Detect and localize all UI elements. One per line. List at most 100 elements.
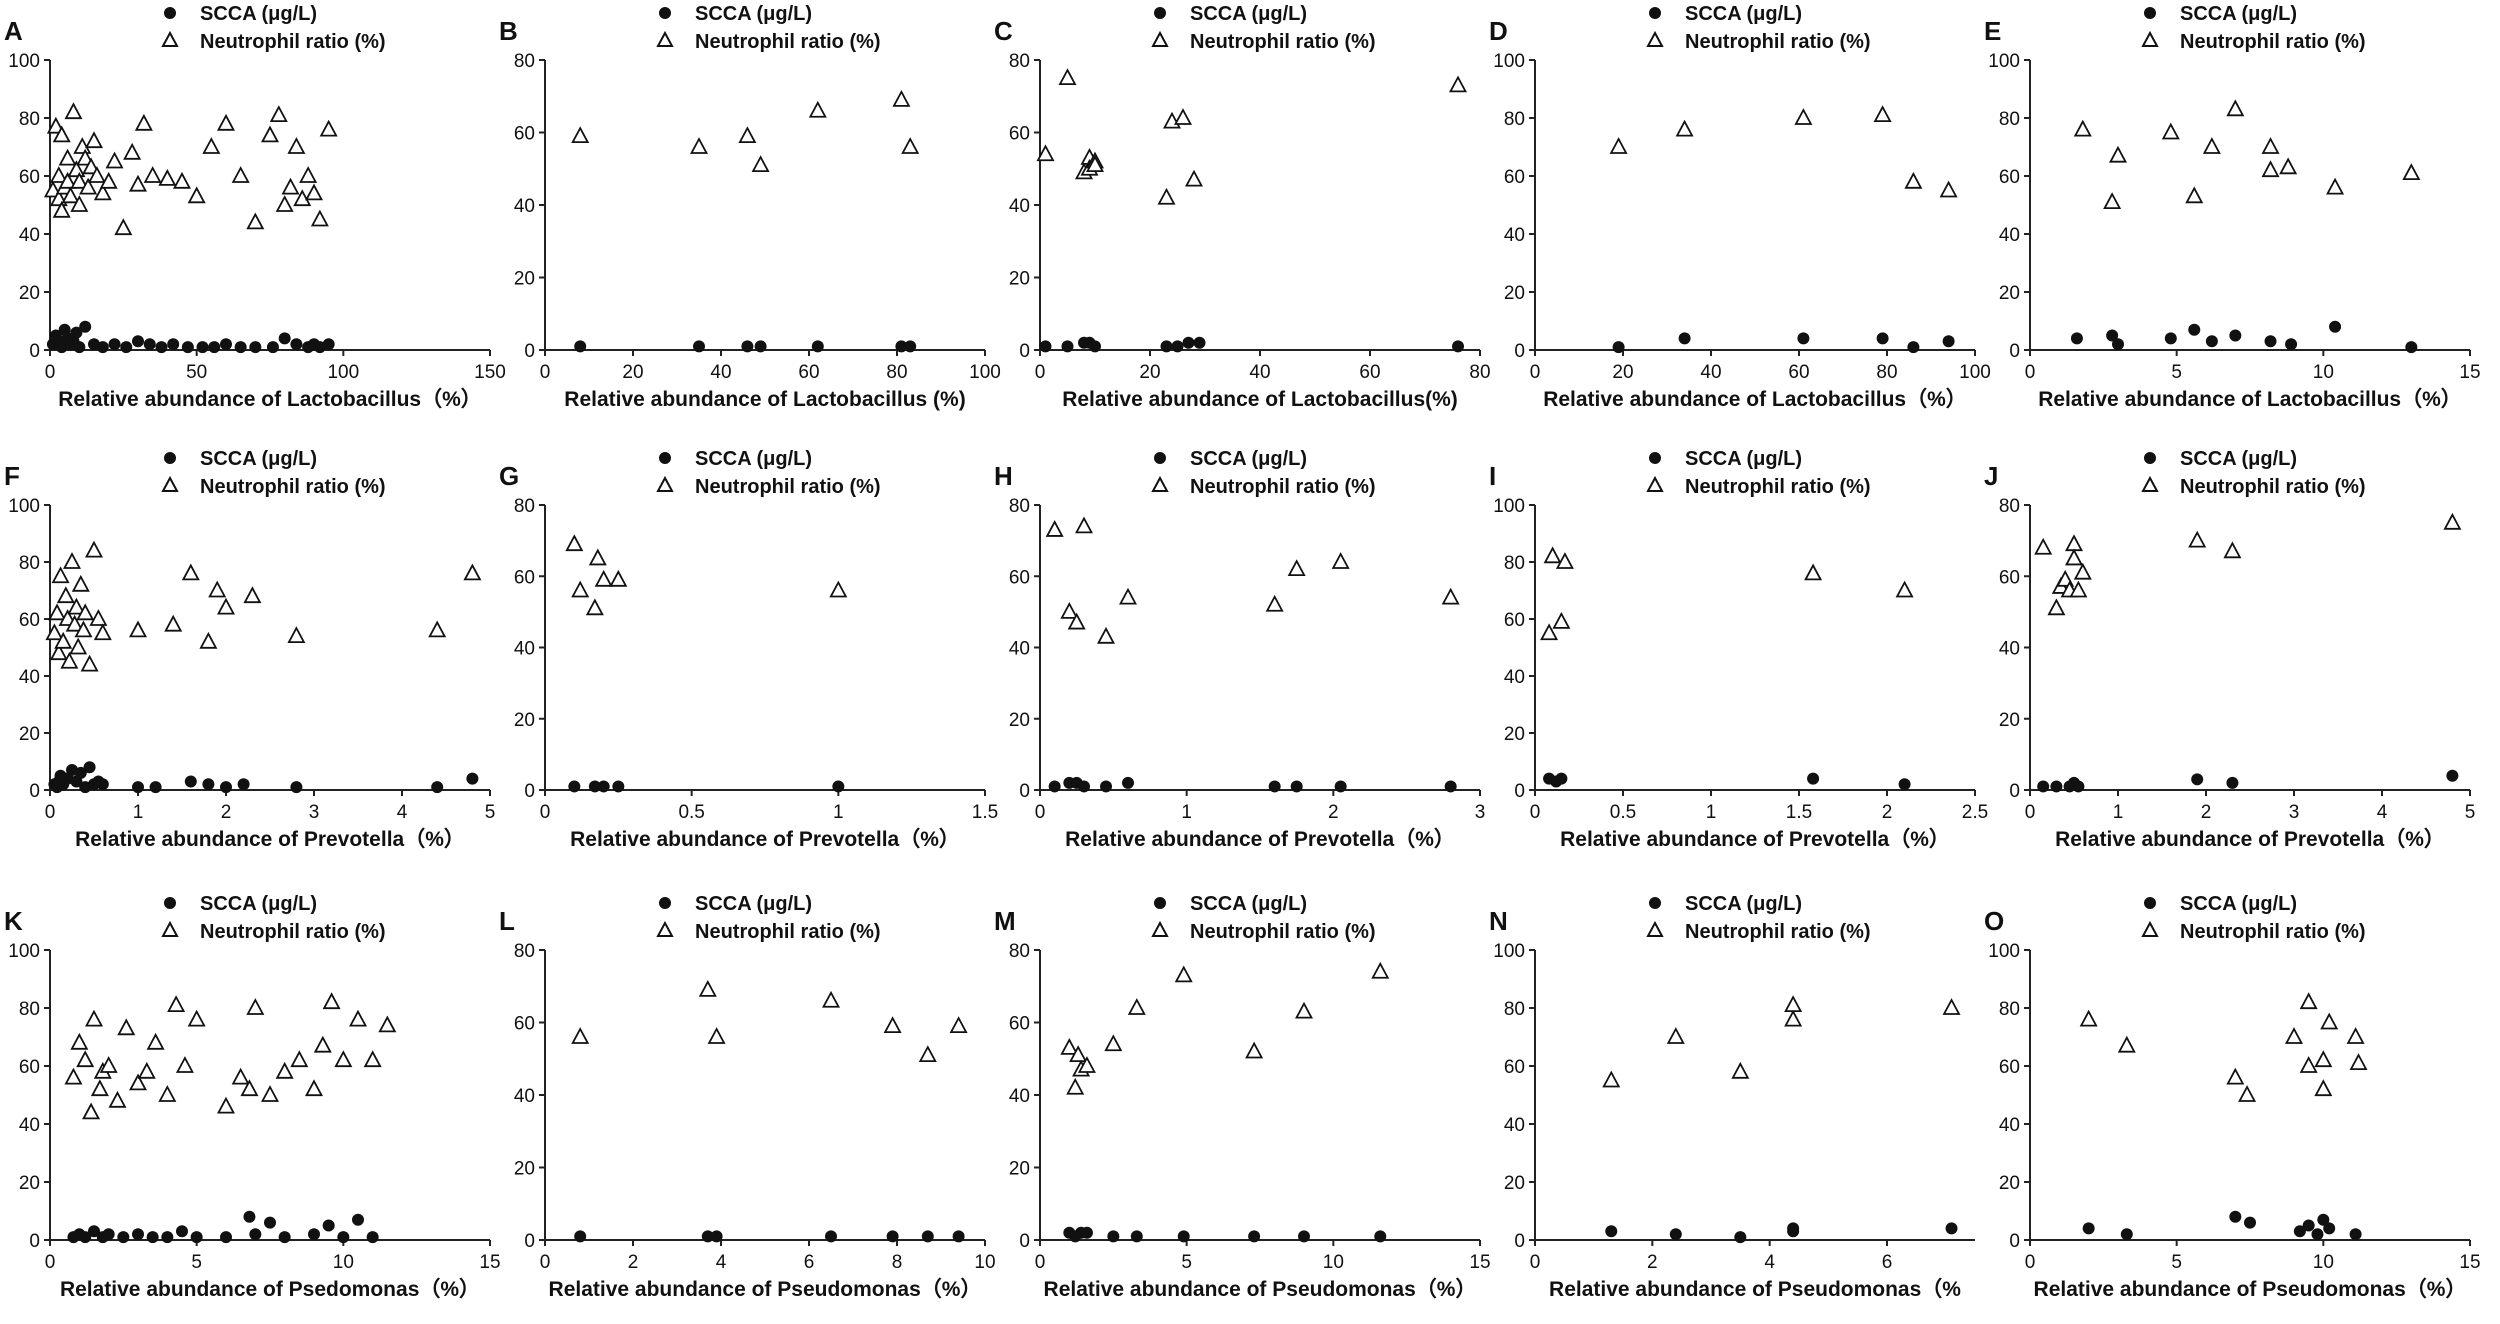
scca-point xyxy=(612,780,625,793)
legend-scca-marker xyxy=(2144,452,2156,464)
neutrophil-point xyxy=(146,1032,165,1050)
neutrophil-point xyxy=(2238,1085,2257,1102)
neutrophil-point xyxy=(79,177,98,195)
neutrophil-point xyxy=(2326,177,2345,195)
x-tick-label: 150 xyxy=(474,362,506,383)
scca-point xyxy=(176,1225,188,1238)
neutrophil-point xyxy=(84,540,104,558)
neutrophil-point xyxy=(70,1032,89,1050)
y-tick-label: 20 xyxy=(1504,1173,1525,1194)
neutrophil-point xyxy=(2284,1027,2304,1044)
legend-neutrophil-marker xyxy=(656,920,674,937)
neutrophil-point xyxy=(1127,998,1146,1015)
neutrophil-point xyxy=(128,174,148,192)
neutrophil-point xyxy=(158,1085,177,1102)
panel-letter: N xyxy=(1489,906,1508,936)
scca-point xyxy=(79,320,92,333)
neutrophil-point xyxy=(304,183,324,201)
y-tick-label: 0 xyxy=(29,341,40,362)
legend-scca-label: SCCA (μg/L) xyxy=(695,893,812,915)
panel-letter: B xyxy=(499,16,518,46)
neutrophil-point xyxy=(52,200,71,218)
scca-point xyxy=(825,1230,837,1243)
panel-letter: G xyxy=(499,461,519,491)
neutrophil-point xyxy=(293,189,312,207)
scca-point xyxy=(132,335,144,348)
y-tick-label: 60 xyxy=(514,567,535,588)
neutrophil-point xyxy=(334,1050,353,1068)
scca-point xyxy=(1945,1222,1958,1235)
neutrophil-point xyxy=(260,125,280,143)
scca-point xyxy=(220,781,232,794)
legend-scca-marker xyxy=(164,897,176,909)
legend-scca-label: SCCA (μg/L) xyxy=(1190,448,1307,470)
legend-neutrophil-marker xyxy=(2141,475,2159,492)
neutrophil-point xyxy=(246,998,265,1015)
neutrophil-point xyxy=(62,552,82,569)
scca-point xyxy=(1298,1230,1310,1243)
scca-point xyxy=(1452,340,1464,353)
neutrophil-point xyxy=(216,113,236,131)
legend-scca-marker xyxy=(659,897,671,909)
scca-point xyxy=(1177,1230,1190,1243)
neutrophil-point xyxy=(1174,965,1193,983)
x-tick-label: 40 xyxy=(710,362,731,383)
neutrophil-point xyxy=(105,151,124,169)
x-tick-label: 5 xyxy=(1181,1252,1192,1273)
legend-neutrophil-marker xyxy=(1151,30,1169,47)
panel-letter: H xyxy=(994,461,1013,491)
scca-point xyxy=(167,338,180,351)
scca-point xyxy=(1907,341,1920,354)
scca-point xyxy=(1290,780,1303,793)
x-tick-label: 3 xyxy=(2289,802,2300,823)
scca-point xyxy=(2264,335,2277,348)
legend-scca-label: SCCA (μg/L) xyxy=(2180,893,2297,915)
neutrophil-point xyxy=(65,614,84,632)
scca-point xyxy=(1787,1222,1800,1235)
neutrophil-point xyxy=(269,105,288,122)
legend-scca-label: SCCA (μg/L) xyxy=(1685,3,1802,25)
legend-neutrophil-marker xyxy=(1151,475,1169,492)
neutrophil-point xyxy=(949,1016,968,1034)
scca-point xyxy=(322,338,335,351)
neutrophil-point xyxy=(208,580,227,598)
neutrophil-point xyxy=(67,597,86,615)
neutrophil-point xyxy=(70,171,89,189)
neutrophil-point xyxy=(2103,192,2122,210)
scca-point xyxy=(2446,769,2459,782)
panel-letter: M xyxy=(994,906,1016,936)
neutrophil-point xyxy=(137,1061,156,1079)
legend-scca-label: SCCA (μg/L) xyxy=(200,448,317,470)
neutrophil-point xyxy=(172,171,192,189)
scca-point xyxy=(1678,332,1691,345)
scca-point xyxy=(597,780,610,793)
neutrophil-point xyxy=(1784,1009,1803,1027)
x-tick-label: 1.5 xyxy=(972,802,998,823)
neutrophil-point xyxy=(61,186,80,204)
neutrophil-point xyxy=(2261,160,2280,178)
neutrophil-point xyxy=(2314,1079,2333,1097)
x-tick-label: 0 xyxy=(1035,362,1046,383)
neutrophil-point xyxy=(2402,163,2421,181)
neutrophil-point xyxy=(216,597,236,615)
scca-point xyxy=(2205,335,2218,348)
scca-point xyxy=(96,341,109,354)
x-tick-label: 10 xyxy=(1323,1252,1344,1273)
x-tick-label: 40 xyxy=(1700,362,1721,383)
y-tick-label: 0 xyxy=(524,1231,535,1252)
y-tick-label: 20 xyxy=(514,1159,535,1180)
scca-point xyxy=(2120,1228,2133,1241)
x-tick-label: 4 xyxy=(1764,1252,1775,1273)
scca-point xyxy=(2082,1222,2095,1235)
neutrophil-point xyxy=(93,623,112,641)
x-tick-label: 2.5 xyxy=(1962,802,1988,823)
neutrophil-point xyxy=(1173,108,1193,125)
legend-scca-marker xyxy=(1154,897,1166,909)
y-tick-label: 40 xyxy=(19,667,40,688)
legend-neutrophil-label: Neutrophil ratio (%) xyxy=(695,921,881,943)
scca-point xyxy=(2323,1222,2336,1235)
legend-scca-label: SCCA (μg/L) xyxy=(200,3,317,25)
neutrophil-point xyxy=(2073,119,2092,137)
neutrophil-point xyxy=(71,574,90,592)
neutrophil-point xyxy=(1804,563,1823,581)
